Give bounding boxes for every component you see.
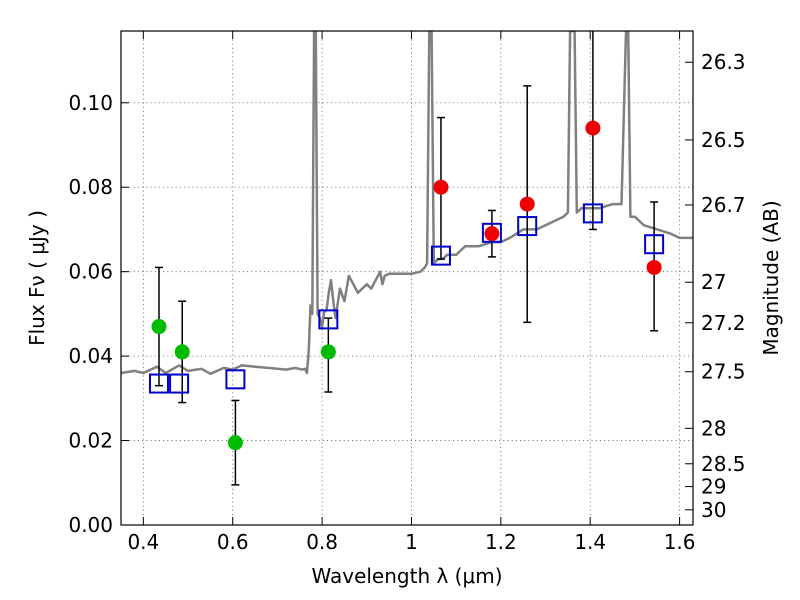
mag-tick-label: 26.5 [701, 128, 746, 152]
spectrum-layer [121, 31, 693, 376]
x-tick-label: 0.4 [127, 530, 159, 554]
red-data-point [646, 259, 662, 275]
mag-tick-label: 29 [701, 475, 726, 499]
model-photometry-square [148, 373, 169, 394]
grid-layer [121, 31, 693, 526]
y-axis-label: Flux Fν ( μJy ) [25, 210, 49, 346]
mag-tick-label: 28.5 [701, 452, 746, 476]
red-data-point [433, 179, 449, 195]
y-tick-label: 0.06 [68, 260, 113, 284]
mag-tick-label: 27 [701, 270, 726, 294]
green-data-point [174, 344, 190, 360]
x-tick-label: 1.4 [574, 530, 606, 554]
x-tick-label: 1.6 [664, 530, 696, 554]
plot-frame [120, 30, 694, 526]
red-data-point [519, 196, 535, 212]
x-tick-label: 0.8 [306, 530, 338, 554]
mag-tick-label: 26.3 [701, 50, 746, 74]
x-tick-label: 1.2 [485, 530, 517, 554]
y2-axis-label: Magnitude (AB) [759, 200, 783, 355]
model-photometry-square [644, 234, 665, 255]
y-tick-label: 0.00 [68, 513, 113, 537]
mag-tick-label: 30 [701, 498, 726, 522]
x-tick-label: 1 [405, 530, 418, 554]
green-data-point [320, 344, 336, 360]
mag-tick-label: 27.2 [701, 311, 746, 335]
green-data-point [227, 435, 243, 451]
y-tick-label: 0.02 [68, 429, 113, 453]
mag-tick-label: 26.7 [701, 193, 746, 217]
x-tick-label: 0.6 [217, 530, 249, 554]
error-layer [154, 31, 659, 486]
model-photometry-square [582, 203, 603, 224]
red-data-point [585, 120, 601, 136]
model-spectrum-line [121, 31, 693, 376]
model-photometry-square [225, 369, 246, 390]
model-photometry-square [481, 222, 502, 243]
x-axis-label: Wavelength λ (μm) [311, 564, 502, 588]
model-photometry-square [169, 373, 190, 394]
axis-layer: 0.4 0.6 0.8 1 1.2 1.4 1.6 0.00 0.02 0.04 0.06 0.08 0… [68, 31, 746, 554]
model-photometry-square [318, 309, 339, 330]
model-photometry-square [517, 216, 538, 237]
y-tick-label: 0.04 [68, 344, 113, 368]
marker-layer [148, 120, 665, 451]
model-photometry-square [430, 245, 451, 266]
red-data-point [484, 226, 500, 242]
y-tick-label: 0.08 [68, 175, 113, 199]
y-tick-label: 0.10 [68, 91, 113, 115]
mag-tick-label: 27.5 [701, 360, 746, 384]
mag-tick-label: 28 [701, 416, 726, 440]
green-data-point [151, 319, 167, 335]
